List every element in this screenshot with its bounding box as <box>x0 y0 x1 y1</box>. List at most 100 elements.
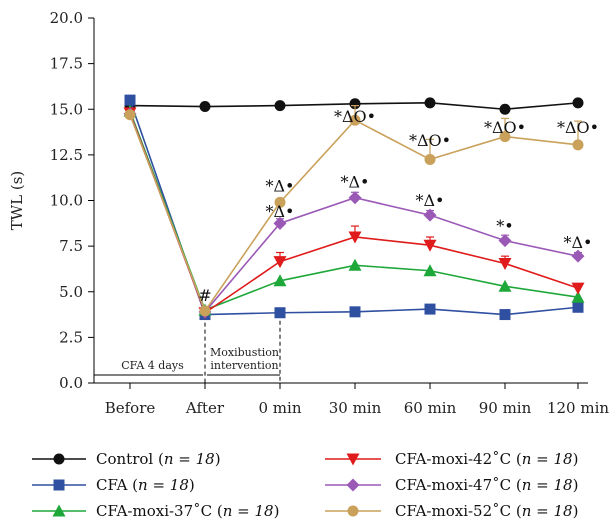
legend-item-5: CFA-moxi-52˚C (n = 18) <box>325 502 578 520</box>
legend-marker <box>52 504 66 517</box>
data-point <box>274 196 286 208</box>
legend-label: Control (n = 18) <box>96 450 221 468</box>
data-point <box>423 239 437 252</box>
legend-marker <box>347 505 359 517</box>
legend-marker <box>53 479 65 491</box>
data-point <box>571 282 585 295</box>
legend-series-name: CFA-moxi-42˚C ( <box>395 450 522 468</box>
legend-item-3: CFA-moxi-42˚C (n = 18) <box>325 450 578 468</box>
series-0 <box>124 97 584 115</box>
significance-label: *ΔO• <box>334 107 376 126</box>
phase-label-moxi-line2: intervention <box>210 359 278 372</box>
legend-item-2: CFA-moxi-37˚C (n = 18) <box>32 502 279 520</box>
significance-label: *ΔO• <box>409 131 451 150</box>
legend-label: CFA-moxi-52˚C (n = 18) <box>395 502 578 520</box>
significance-label: *Δ• <box>266 202 295 221</box>
data-point <box>423 208 437 222</box>
data-point <box>571 249 585 263</box>
x-tick-label: 30 min <box>329 399 382 417</box>
y-tick-label: 0.0 <box>59 374 83 392</box>
legend-series-name: CFA-moxi-47˚C ( <box>395 476 522 494</box>
data-point <box>124 94 136 106</box>
x-tick-label: 0 min <box>259 399 302 417</box>
legend: Control (n = 18) CFA (n = 18) CFA-moxi-37˚… <box>32 450 578 520</box>
x-tick-label: 90 min <box>479 399 532 417</box>
data-point <box>348 231 362 244</box>
y-axis-title: TWL (s) <box>8 171 26 231</box>
y-tick-label: 5.0 <box>59 283 83 301</box>
data-point <box>199 305 211 317</box>
significance-label: *Δ• <box>341 173 370 192</box>
y-tick-label: 10.0 <box>50 192 83 210</box>
data-point <box>498 279 512 292</box>
data-point <box>498 257 512 270</box>
y-tick-label: 20.0 <box>50 9 83 27</box>
significance-label: *Δ• <box>266 176 295 195</box>
data-point <box>349 114 361 126</box>
data-point <box>499 103 511 115</box>
data-point <box>124 109 136 121</box>
significance-label: *Δ• <box>416 191 445 210</box>
y-tick-label: 15.0 <box>50 100 83 118</box>
series-line <box>129 112 579 314</box>
data-point <box>499 309 511 321</box>
phase-label-moxi-line1: Moxibustion <box>210 346 279 359</box>
significance-label: *Δ• <box>564 233 593 252</box>
series-line <box>129 113 579 314</box>
significance-annotations: # *Δ• *Δ• *Δ• *Δ• *• *Δ• *ΔO• *ΔO• *ΔO• *ΔO• <box>198 107 599 305</box>
y-tick-label: 7.5 <box>59 237 83 255</box>
series-4 <box>123 107 585 319</box>
data-point <box>424 153 436 165</box>
legend-n-count: n = 18 <box>223 502 274 520</box>
series-line <box>129 114 579 313</box>
data-point <box>349 98 361 110</box>
legend-marker <box>346 453 360 466</box>
legend-n-count: n = 18 <box>164 450 215 468</box>
legend-label: CFA-moxi-37˚C (n = 18) <box>96 502 279 520</box>
data-point <box>349 306 361 318</box>
data-point <box>499 131 511 143</box>
x-tick-label: 60 min <box>404 399 457 417</box>
legend-marker <box>53 453 65 465</box>
data-point <box>424 303 436 315</box>
data-point <box>572 301 584 313</box>
series-5 <box>124 104 584 317</box>
legend-label: CFA-moxi-47˚C (n = 18) <box>395 476 578 494</box>
legend-label: CFA-moxi-42˚C (n = 18) <box>395 450 578 468</box>
legend-series-name: CFA ( <box>96 476 138 494</box>
x-tick-label: After <box>185 399 225 417</box>
legend-item-0: Control (n = 18) <box>32 450 221 468</box>
series-group <box>123 94 585 321</box>
data-point <box>498 234 512 248</box>
data-point <box>273 256 287 269</box>
x-tick-label: Before <box>105 399 156 417</box>
legend-series-name: CFA-moxi-37˚C ( <box>96 502 223 520</box>
data-point <box>348 258 362 271</box>
y-tick-label: 17.5 <box>50 55 83 73</box>
data-point <box>571 290 585 303</box>
legend-series-name: Control ( <box>96 450 164 468</box>
legend-n-count: n = 18 <box>138 476 189 494</box>
legend-series-name: CFA-moxi-52˚C ( <box>395 502 522 520</box>
data-point <box>273 274 287 287</box>
data-point <box>423 264 437 277</box>
legend-marker <box>346 478 360 492</box>
data-point <box>348 191 362 205</box>
series-line <box>129 110 579 312</box>
legend-item-4: CFA-moxi-47˚C (n = 18) <box>325 476 578 494</box>
data-point <box>572 97 584 109</box>
y-tick-label: 12.5 <box>50 146 83 164</box>
significance-label: *• <box>496 217 513 236</box>
significance-label: # <box>198 286 211 305</box>
significance-label: *ΔO• <box>484 118 526 137</box>
legend-label: CFA (n = 18) <box>96 476 195 494</box>
y-tick-label: 2.5 <box>59 328 83 346</box>
axes: 0.0 2.5 5.0 7.5 10.0 12.5 15.0 17.5 20.0 Before Af… <box>8 9 609 417</box>
phase-label-cfa: CFA 4 days <box>121 359 184 372</box>
data-point <box>199 101 211 113</box>
legend-item-1: CFA (n = 18) <box>32 476 195 494</box>
legend-n-count: n = 18 <box>522 450 573 468</box>
significance-label: *ΔO• <box>557 118 599 137</box>
